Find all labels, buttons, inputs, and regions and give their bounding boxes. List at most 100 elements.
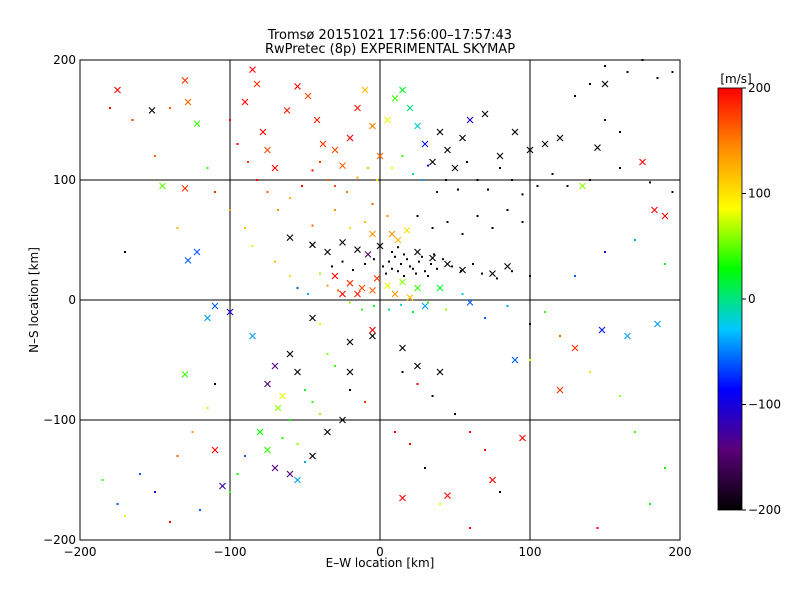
scatter-dot <box>536 185 539 187</box>
scatter-cross <box>466 116 474 124</box>
scatter-cross <box>384 116 391 124</box>
scatter-dot <box>388 260 390 263</box>
scatter-dot <box>401 155 404 157</box>
y-tick-label: 100 <box>53 173 76 187</box>
scatter-cross <box>444 260 451 268</box>
scatter-dot <box>619 395 621 397</box>
scatter-dot <box>307 293 309 295</box>
scatter-dot <box>430 263 432 265</box>
scatter-cross <box>651 206 658 214</box>
scatter-dot <box>544 311 546 313</box>
scatter-dot <box>491 227 494 229</box>
scatter-cross <box>346 134 354 142</box>
scatter-cross <box>294 83 301 90</box>
scatter-dot <box>154 491 156 493</box>
scatter-cross <box>319 140 327 148</box>
scatter-dot <box>229 209 231 211</box>
scatter-cross <box>286 234 294 241</box>
scatter-dot <box>461 233 464 235</box>
scatter-dot <box>481 272 483 275</box>
scatter-cross <box>193 248 201 256</box>
scatter-cross <box>184 257 192 264</box>
scatter-cross <box>279 392 286 400</box>
scatter-dot <box>124 515 126 517</box>
scatter-dot <box>487 188 489 191</box>
scatter-cross <box>346 279 354 287</box>
scatter-dot <box>529 359 531 361</box>
scatter-dot <box>416 215 419 217</box>
scatter-cross <box>391 95 399 102</box>
scatter-dot <box>469 431 471 433</box>
scatter-cross <box>384 282 391 289</box>
scatter-dot <box>326 353 329 355</box>
scatter-dot <box>311 169 314 172</box>
scatter-dot <box>319 413 321 415</box>
scatter-cross <box>399 278 406 286</box>
scatter-dot <box>476 215 479 217</box>
scatter-cross <box>436 128 444 136</box>
scatter-cross <box>421 140 429 148</box>
y-tick-label: 200 <box>53 53 76 67</box>
scatter-dot <box>496 277 498 280</box>
scatter-cross <box>309 452 316 460</box>
scatter-cross <box>339 290 346 298</box>
scatter-dot <box>469 527 471 529</box>
scatter-cross <box>414 284 421 292</box>
scatter-dot <box>499 167 501 169</box>
scatter-dot <box>124 251 126 253</box>
scatter-cross <box>541 140 549 148</box>
scatter-cross <box>271 464 279 472</box>
scatter-dot <box>472 263 474 265</box>
x-axis: −200 −100 0 100 200 <box>64 545 692 559</box>
scatter-dot <box>649 181 651 184</box>
scatter-cross <box>369 122 376 130</box>
scatter-cross <box>309 241 316 249</box>
scatter-dot <box>604 251 606 253</box>
scatter-dot <box>484 449 486 451</box>
scatter-cross <box>579 182 586 190</box>
scatter-dot <box>412 173 414 175</box>
scatter-cross <box>354 290 361 298</box>
scatter-dot <box>499 491 501 493</box>
scatter-cross <box>451 164 459 172</box>
scatter-dot <box>649 503 651 505</box>
scatter-cross <box>414 248 421 256</box>
scatter-dot <box>551 173 554 175</box>
scatter-dot <box>596 527 599 529</box>
scatter-dot <box>421 255 423 258</box>
scatter-dot <box>199 509 201 511</box>
scatter-dot <box>361 308 363 311</box>
scatter-cross <box>406 104 414 112</box>
scatter-dot <box>244 227 246 229</box>
scatter-cross <box>444 492 451 499</box>
scatter-cross <box>283 107 291 114</box>
scatter-dot <box>460 270 462 273</box>
scatter-cross <box>571 344 579 352</box>
scatter-cross <box>511 128 519 136</box>
scatter-cross <box>361 86 369 94</box>
scatter-dot <box>206 167 209 169</box>
scatter-cross <box>556 386 564 394</box>
scatter-dot <box>319 272 321 275</box>
scatter-dot <box>266 191 269 193</box>
scatter-cross <box>504 263 511 270</box>
scatter-cross <box>304 92 312 100</box>
scatter-cross <box>204 314 211 322</box>
scatter-dot <box>445 308 447 311</box>
scatter-dot <box>296 287 299 289</box>
scatter-dot <box>206 407 209 409</box>
scatter-cross <box>388 230 396 238</box>
scatter-dot <box>619 167 621 169</box>
scatter-cross <box>399 86 406 94</box>
scatter-dot <box>229 491 231 493</box>
scatter-dot <box>331 265 333 268</box>
scatter-cross <box>489 270 496 277</box>
scatter-dot <box>445 179 447 181</box>
scatter-dot <box>289 275 291 277</box>
scatter-dot <box>214 383 216 385</box>
scatter-dot <box>506 209 509 211</box>
scatter-dot <box>418 260 420 263</box>
scatter-dot <box>367 167 369 169</box>
scatter-cross <box>241 98 249 106</box>
scatter-cross <box>256 428 264 436</box>
